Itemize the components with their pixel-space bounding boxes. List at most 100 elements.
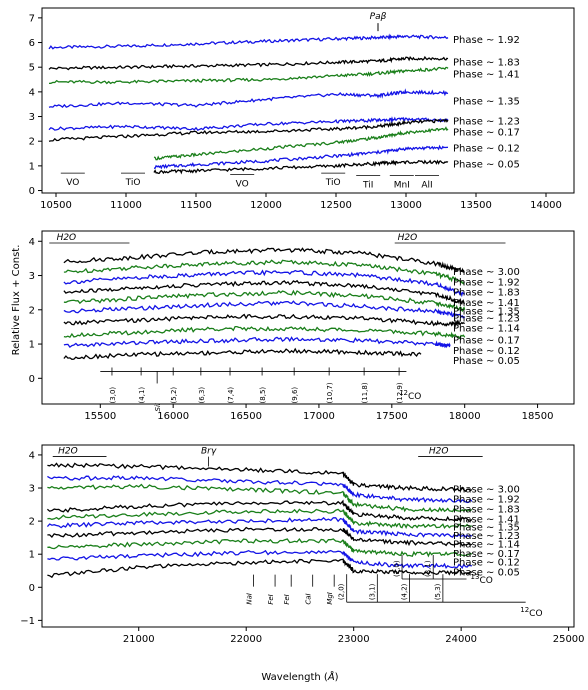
x-tick-label: 14000 <box>530 200 562 211</box>
plot-frame <box>41 444 575 628</box>
brg-label: Brγ <box>201 447 217 457</box>
spectrum-line <box>48 33 449 50</box>
spectrum-line <box>63 300 466 319</box>
x-tick-label: 12000 <box>250 200 282 211</box>
band-label: TiI <box>362 181 373 191</box>
co12-band-label: (3,1) <box>368 583 376 600</box>
co-band-label: (9,6) <box>291 387 299 404</box>
phase-label: Phase ~ 1.83 <box>453 57 520 68</box>
phase-label: Phase ~ 0.05 <box>453 356 520 367</box>
x-tick-label: 15500 <box>84 411 116 422</box>
spectrum-line <box>48 55 449 71</box>
phase-label: Phase ~ 1.23 <box>453 531 520 542</box>
y-tick-label: 5 <box>29 63 35 74</box>
phase-label: Phase ~ 0.17 <box>453 549 520 560</box>
phase-label: Phase ~ 1.83 <box>453 505 520 516</box>
phase-label: Phase ~ 0.12 <box>453 557 520 568</box>
co-band-label: (7,4) <box>227 387 235 404</box>
phase-label: Phase ~ 0.17 <box>453 128 520 139</box>
x-axis-label: Wavelength (Å) <box>261 670 338 683</box>
sil-label: SiI <box>154 403 162 411</box>
y-tick-label: 1 <box>29 161 35 172</box>
atomic-line-label: CaI <box>305 593 313 604</box>
x-tick-label: 21000 <box>123 634 155 645</box>
y-tick-label: 3 <box>29 112 35 123</box>
x-tick-label: 16000 <box>157 411 189 422</box>
y-tick-label: 0 <box>29 186 35 197</box>
co-isotope: 12 <box>399 389 408 397</box>
x-tick-label: 13500 <box>460 200 492 211</box>
y-tick-label: 0 <box>29 374 35 385</box>
co12-label: 12CO <box>520 606 542 619</box>
spectrum-line <box>63 269 466 298</box>
panel-2: 15500 16000 16500 17000 17500 18000 1850001234… <box>29 230 575 422</box>
co-band-label: (10,7) <box>326 382 334 403</box>
phase-label: Phase ~ 0.12 <box>453 346 520 357</box>
h2o-label-right: H2O <box>429 447 449 457</box>
y-tick-label: 3 <box>29 271 35 282</box>
co13-label: 13CO <box>471 573 493 586</box>
co12-name: CO <box>529 609 542 619</box>
phase-label: Phase ~ 1.41 <box>453 70 520 81</box>
phase-label: Phase ~ 0.12 <box>453 144 520 155</box>
spectrum-line <box>48 66 449 85</box>
x-tick-label: 12500 <box>320 200 352 211</box>
co12-band-label: (5,3) <box>434 583 442 600</box>
spectrum-line <box>46 517 473 538</box>
co13-band-label: (3,1) <box>424 560 432 577</box>
phase-label: Phase ~ 1.92 <box>453 277 520 288</box>
spectrum-line <box>48 88 449 108</box>
spectrum-line <box>47 558 473 579</box>
spectrum-line <box>63 313 465 328</box>
x-tick-label: 23000 <box>338 634 370 645</box>
phase-label: Phase ~ 1.41 <box>453 298 520 309</box>
x-tick-label: 17000 <box>303 411 335 422</box>
spectrum-line <box>153 159 449 175</box>
co13-band-label: (2,0) <box>393 560 401 577</box>
spectrum-line <box>47 549 472 570</box>
plot-frame <box>41 230 575 405</box>
atomic-line-label: FeI <box>283 594 291 604</box>
co13-isotope: 13 <box>471 573 480 581</box>
co-band-label: (12,9) <box>396 382 404 403</box>
x-tick-label: 11000 <box>110 200 142 211</box>
h2o-label-left: H2O <box>57 233 77 243</box>
spectrum-line <box>47 462 473 493</box>
atomic-line-label: MgI <box>326 592 334 605</box>
co-band-label: (5,2) <box>170 387 178 404</box>
x-tick-label: 18500 <box>522 411 554 422</box>
spectrum-line <box>63 347 422 360</box>
co-band-label: (3,0) <box>109 387 117 404</box>
h2o-label-right: H2O <box>398 233 418 243</box>
y-tick-label: 4 <box>29 237 35 248</box>
x-tick-label: 16500 <box>230 411 262 422</box>
phase-label: Phase ~ 1.83 <box>453 288 520 299</box>
phase-label: Phase ~ 1.14 <box>453 539 520 550</box>
phase-label: Phase ~ 3.00 <box>453 485 520 496</box>
x-tick-label: 13000 <box>390 200 422 211</box>
band-label: MnI <box>394 181 410 191</box>
atomic-line-label: FeI <box>267 594 275 604</box>
band-label: VO <box>66 178 79 188</box>
x-tick-label: 17500 <box>376 411 408 422</box>
phase-label: Phase ~ 1.23 <box>453 116 520 127</box>
spectrum-line <box>63 279 466 305</box>
spectrum-line <box>47 483 473 513</box>
phase-label: Phase ~ 1.35 <box>453 523 520 534</box>
y-tick-label: 1 <box>29 340 35 351</box>
x-tick-label: 22000 <box>230 634 262 645</box>
x-tick-label: 11500 <box>180 200 212 211</box>
spectrum-line <box>47 538 473 558</box>
spectrum-line <box>153 126 449 161</box>
y-tick-label: 2 <box>29 305 35 316</box>
co13-name: CO <box>479 576 492 586</box>
phase-label: Phase ~ 1.35 <box>453 307 520 318</box>
y-tick-label: 4 <box>29 87 35 98</box>
band-label: TiO <box>125 178 141 188</box>
co12-band-label: (4,2) <box>401 583 409 600</box>
phase-label: Phase ~ 0.17 <box>453 336 520 347</box>
spectrum-line <box>63 259 465 285</box>
line-label: Paβ <box>370 12 387 22</box>
